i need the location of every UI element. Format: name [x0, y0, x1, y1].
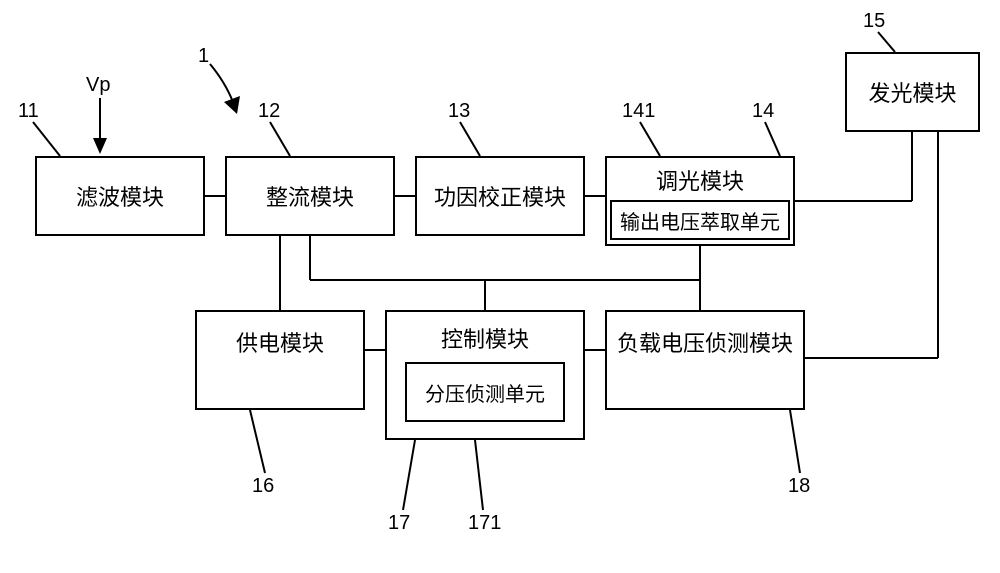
- light-emitting-module-box: 发光模块: [845, 52, 980, 132]
- pfc-module-box: 功因校正模块: [415, 156, 585, 236]
- ref-label-14: 14: [752, 100, 774, 123]
- voltage-divider-detect-unit-label: 分压侦测单元: [425, 378, 545, 407]
- vp-arrow-icon: [90, 98, 120, 158]
- figure-pointer-arrow-icon: [200, 62, 260, 122]
- control-module-label: 控制模块: [441, 322, 529, 354]
- power-supply-module-box: 供电模块: [195, 310, 365, 410]
- filter-module-label: 滤波模块: [76, 180, 164, 212]
- ref-label-18: 18: [788, 475, 810, 498]
- output-voltage-extract-unit-label: 输出电压萃取单元: [620, 206, 780, 235]
- light-emitting-module-label: 发光模块: [868, 76, 956, 108]
- pfc-module-label: 功因校正模块: [434, 180, 566, 212]
- load-voltage-detect-module-label: 负载电压侦测模块: [617, 326, 793, 358]
- voltage-divider-detect-unit-box: 分压侦测单元: [405, 362, 565, 422]
- filter-module-box: 滤波模块: [35, 156, 205, 236]
- ref-label-13: 13: [448, 100, 470, 123]
- power-supply-module-label: 供电模块: [236, 326, 324, 358]
- control-module-box: 控制模块 分压侦测单元: [385, 310, 585, 440]
- dimming-module-label: 调光模块: [656, 164, 744, 196]
- ref-label-171: 171: [468, 512, 501, 535]
- load-voltage-detect-module-box: 负载电压侦测模块: [605, 310, 805, 410]
- output-voltage-extract-unit-box: 输出电压萃取单元: [610, 200, 790, 240]
- ref-label-141: 141: [622, 100, 655, 123]
- input-label-vp: Vp: [86, 74, 110, 97]
- dimming-module-box: 调光模块 输出电压萃取单元: [605, 156, 795, 246]
- ref-label-15: 15: [863, 10, 885, 33]
- ref-label-17: 17: [388, 512, 410, 535]
- ref-label-16: 16: [252, 475, 274, 498]
- ref-label-12: 12: [258, 100, 280, 123]
- rectifier-module-box: 整流模块: [225, 156, 395, 236]
- rectifier-module-label: 整流模块: [266, 180, 354, 212]
- ref-label-11: 11: [18, 100, 39, 123]
